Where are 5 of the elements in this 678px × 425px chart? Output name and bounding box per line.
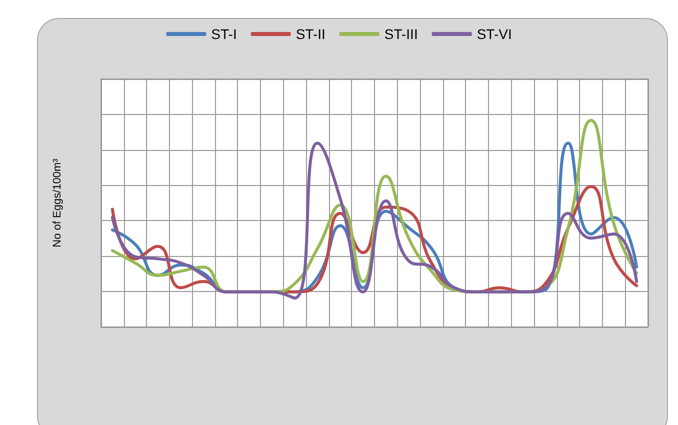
legend-label: ST-II <box>296 26 326 42</box>
legend-label: ST-I <box>211 26 237 42</box>
y-axis-title: No of Eggs/100m³ <box>52 158 64 248</box>
legend-label: ST-III <box>384 26 418 42</box>
legend-label: ST-VI <box>476 26 512 42</box>
